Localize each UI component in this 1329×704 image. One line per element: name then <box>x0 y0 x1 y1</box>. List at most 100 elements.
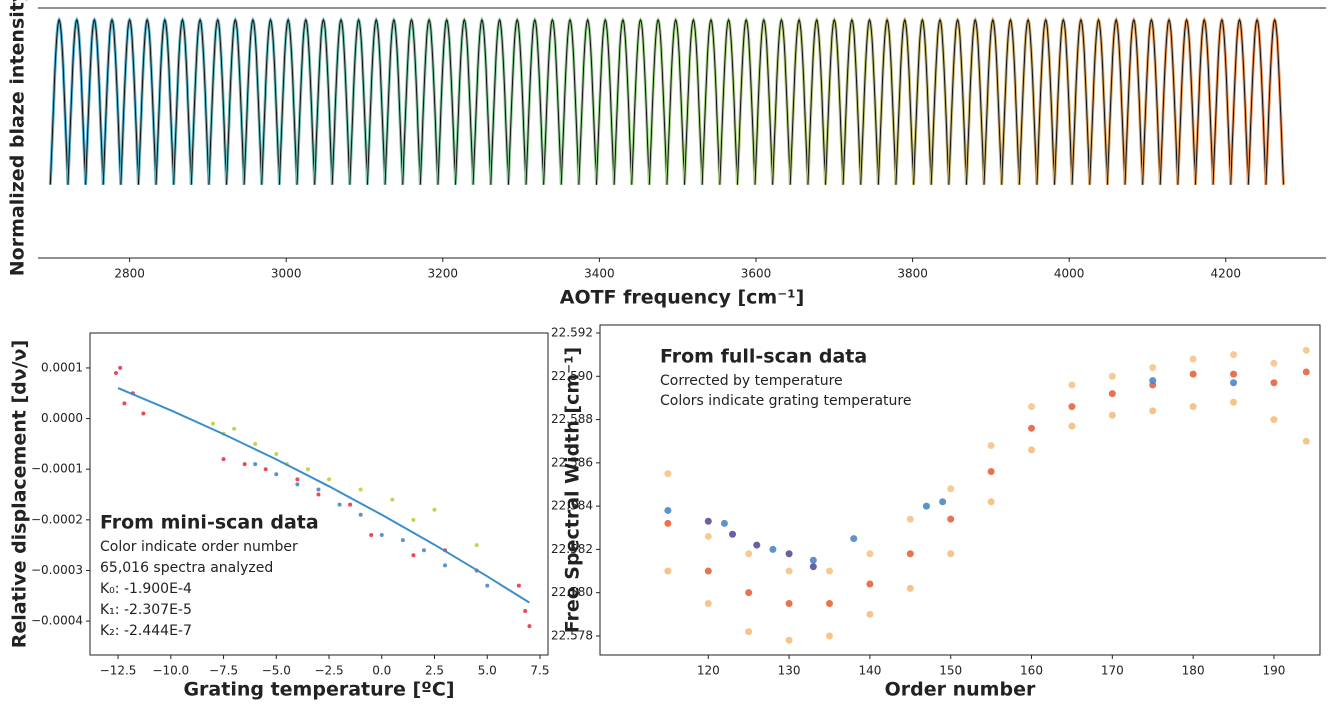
point <box>922 502 930 510</box>
blaze-curve <box>841 16 863 185</box>
point <box>141 411 146 416</box>
point <box>1302 346 1310 354</box>
point <box>242 462 247 467</box>
point <box>1068 381 1076 389</box>
plot-frame <box>89 332 549 656</box>
point <box>516 583 521 588</box>
blaze-curve <box>436 16 457 185</box>
point <box>939 498 947 506</box>
curve-core <box>85 18 104 185</box>
blaze-curve <box>242 16 264 185</box>
curve-core <box>578 18 597 185</box>
blaze-curve <box>947 16 968 185</box>
curve-core <box>208 18 227 185</box>
point <box>1068 422 1076 430</box>
curve-core <box>102 18 122 185</box>
curve-core <box>596 18 615 185</box>
point <box>1028 446 1036 454</box>
x-tick-label: 3800 <box>897 267 928 281</box>
point <box>785 550 793 558</box>
blaze-curve <box>735 16 757 185</box>
point <box>1270 379 1278 387</box>
y-tick-label: 22.588 <box>551 412 593 426</box>
point <box>295 482 300 487</box>
point <box>745 628 753 636</box>
curve-core <box>1071 18 1091 185</box>
point <box>1028 403 1036 411</box>
curve-core <box>472 18 492 185</box>
curve-core <box>437 18 456 185</box>
curve-core <box>226 18 245 185</box>
blaze-curve <box>48 16 70 185</box>
x-tick-label: 7.5 <box>530 664 549 678</box>
x-tick-label: 160 <box>1020 664 1043 678</box>
point <box>745 550 753 558</box>
blaze-curve <box>718 16 739 185</box>
x-tick-label: 5.0 <box>478 664 497 678</box>
x-tick-label: −12.5 <box>100 664 137 678</box>
x-tick-label: 150 <box>939 664 962 678</box>
blaze-curve <box>172 16 193 185</box>
y-axis-title: Free Spectral Width [cm⁻¹] <box>562 347 584 633</box>
curve-core <box>736 18 756 185</box>
point <box>485 583 490 588</box>
curve-core <box>948 18 967 185</box>
blaze-curve <box>1123 16 1145 185</box>
blaze-curve <box>1176 16 1197 185</box>
annotation: K₀: -1.900E-4 <box>100 581 192 597</box>
point <box>947 485 955 493</box>
x-tick-label: 3400 <box>584 267 615 281</box>
blaze-curve <box>295 16 317 185</box>
blaze-curve <box>1141 16 1162 185</box>
curve-core <box>701 18 721 185</box>
x-axis-title: AOTF frequency [cm⁻¹] <box>560 287 805 309</box>
curve-core <box>860 18 879 185</box>
x-tick-label: 3600 <box>741 267 772 281</box>
point <box>348 502 353 507</box>
curve-core <box>331 18 351 185</box>
x-axis-title: Order number <box>885 679 1036 701</box>
curve-core <box>772 18 791 185</box>
blaze-curve <box>1035 16 1056 185</box>
point <box>987 467 995 475</box>
curve-core <box>754 18 774 185</box>
x-tick-label: 140 <box>858 664 881 678</box>
blaze-curve <box>630 16 651 185</box>
blaze-curve <box>753 16 775 185</box>
point <box>664 519 672 527</box>
blaze-curve <box>454 16 475 185</box>
x-tick-label: −10.0 <box>152 664 189 678</box>
y-tick-label: −0.0001 <box>31 462 83 476</box>
y-axis-title: Relative displacement [dν/ν] <box>9 340 31 649</box>
point <box>825 599 833 607</box>
curve-core <box>1159 18 1179 185</box>
curve-core <box>1142 18 1161 185</box>
curve-core <box>120 18 139 185</box>
y-tick-label: −0.0004 <box>31 614 83 628</box>
x-tick-label: 4200 <box>1211 267 1242 281</box>
curve-core <box>402 18 421 185</box>
x-tick-label: −5.0 <box>262 664 291 678</box>
curve-core <box>278 18 298 185</box>
point <box>113 370 118 375</box>
curve-core <box>1018 18 1038 185</box>
point <box>704 567 712 575</box>
blaze-curve <box>189 16 211 185</box>
blaze-curve <box>859 16 880 185</box>
x-tick-label: 4000 <box>1054 267 1085 281</box>
blaze-curve <box>119 16 140 185</box>
blaze-curve <box>66 16 88 185</box>
point <box>866 550 874 558</box>
point <box>443 563 448 568</box>
point <box>1230 379 1238 387</box>
curve-core <box>913 18 932 185</box>
point <box>1108 411 1116 419</box>
curve-core <box>366 18 386 185</box>
curve-core <box>560 18 580 185</box>
curve-core <box>543 18 562 185</box>
point <box>122 401 127 406</box>
point <box>809 563 817 571</box>
y-tick-label: 22.580 <box>551 585 593 599</box>
blaze-curve <box>1105 16 1127 185</box>
blaze-curve <box>1053 16 1074 185</box>
